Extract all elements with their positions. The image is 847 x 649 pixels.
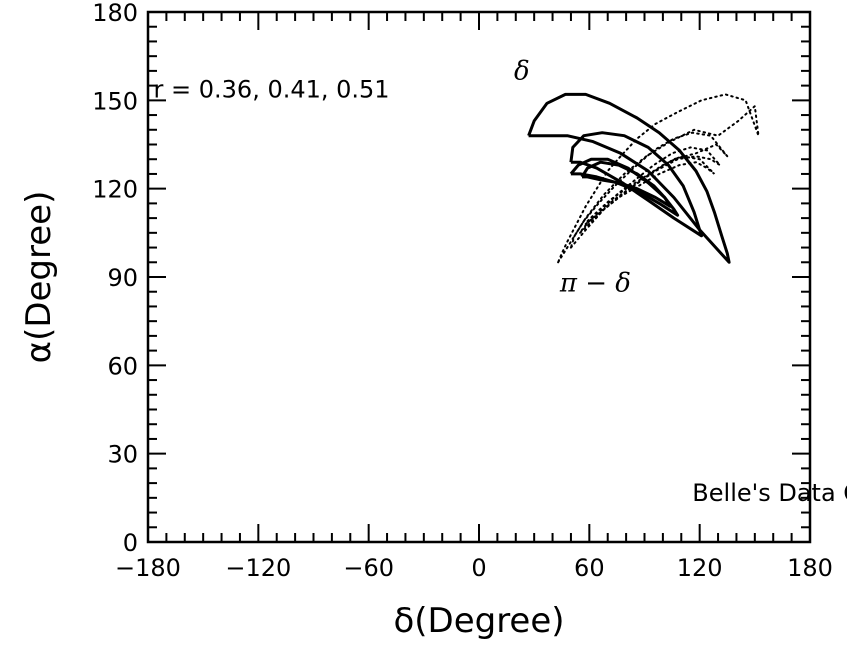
x-tick-label: 120 (677, 554, 723, 582)
annotations: r = 0.36, 0.41, 0.51 δ π − δ Belle's Data O… (154, 57, 847, 507)
series-4-solid (580, 160, 672, 208)
x-tick-label: 0 (471, 554, 486, 582)
axis-ticks (147, 11, 811, 543)
y-axis-title: α(Degree) (19, 191, 59, 364)
x-tick-label: 180 (787, 554, 833, 582)
annotation-4: Belle's Data Only (692, 479, 847, 507)
series-8-dotted (584, 155, 716, 225)
tick-labels: −180 −120 −60 0 60 120 180 0 30 60 90 120 150 180 (92, 0, 833, 582)
y-tick-label: 60 (107, 352, 138, 380)
y-tick-label: 120 (92, 176, 138, 204)
y-tick-label: 90 (107, 264, 138, 292)
series-1-solid (527, 92, 731, 264)
x-tick-label: −120 (225, 554, 291, 582)
series-layer (527, 92, 760, 264)
x-axis-title: δ(Degree) (393, 601, 564, 641)
y-tick-label: 0 (123, 529, 138, 557)
annotation-2: δ (514, 57, 530, 87)
y-tick-label: 180 (92, 0, 138, 27)
annotation-3: π − δ (559, 269, 631, 299)
x-tick-label: −60 (343, 554, 394, 582)
x-tick-label: 60 (574, 554, 605, 582)
y-tick-label: 150 (92, 87, 138, 115)
x-tick-label: −180 (115, 554, 181, 582)
series-5-dotted (557, 93, 760, 264)
y-tick-label: 30 (107, 441, 138, 469)
annotation-1: r = 0.36, 0.41, 0.51 (154, 75, 390, 103)
series-7-dotted (579, 146, 721, 234)
series-2-solid (569, 131, 703, 238)
